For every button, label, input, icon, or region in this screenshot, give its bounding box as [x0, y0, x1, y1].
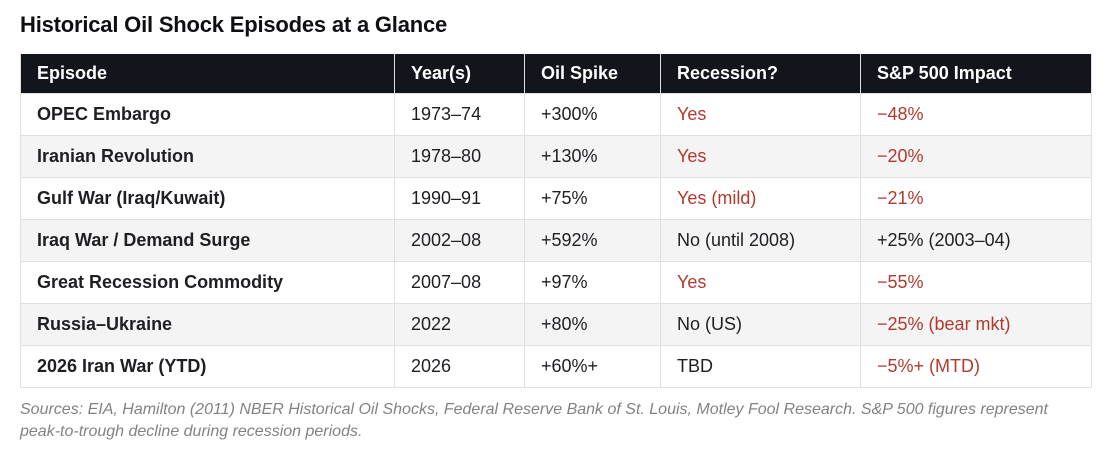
table-cell: +300%: [524, 93, 661, 136]
header-row: Episode Year(s) Oil Spike Recession? S&P…: [20, 54, 1092, 94]
table-cell: Yes: [660, 261, 861, 304]
table-cell: 2022: [394, 303, 525, 346]
table-cell: 2007–08: [394, 261, 525, 304]
column-header-recession: Recession?: [660, 54, 861, 94]
table-cell: +75%: [524, 177, 661, 220]
table-cell: 2026: [394, 345, 525, 388]
column-header-sp500-impact: S&P 500 Impact: [860, 54, 1092, 94]
table-cell: 2002–08: [394, 219, 525, 262]
table-cell: 1978–80: [394, 135, 525, 178]
table-cell: OPEC Embargo: [20, 93, 395, 136]
table-cell: No (US): [660, 303, 861, 346]
table-cell: −48%: [860, 93, 1092, 136]
table-cell: Yes: [660, 93, 861, 136]
table-cell: +97%: [524, 261, 661, 304]
table-cell: +80%: [524, 303, 661, 346]
table-cell: −25% (bear mkt): [860, 303, 1092, 346]
column-header-oil-spike: Oil Spike: [524, 54, 661, 94]
source-note: Sources: EIA, Hamilton (2011) NBER Histo…: [20, 401, 1048, 440]
table-cell: Russia–Ukraine: [20, 303, 395, 346]
table-cell: +60%+: [524, 345, 661, 388]
table-row: Iraq War / Demand Surge 2002–08 +592% No (u…: [20, 219, 1092, 262]
table-row: 2026 Iran War (YTD) 2026 +60%+ TBD −5%+ (MTD…: [20, 345, 1092, 388]
table-cell: Yes (mild): [660, 177, 861, 220]
table-cell: −20%: [860, 135, 1092, 178]
table-row: Russia–Ukraine 2022 +80% No (US) −25% (bear …: [20, 303, 1092, 346]
table-cell: 1990–91: [394, 177, 525, 220]
table-cell: Iraq War / Demand Surge: [20, 219, 395, 262]
table-cell: −55%: [860, 261, 1092, 304]
column-header-years: Year(s): [394, 54, 525, 94]
table-cell: Yes: [660, 135, 861, 178]
table-cell: +130%: [524, 135, 661, 178]
table-cell: −5%+ (MTD): [860, 345, 1092, 388]
table-row: OPEC Embargo 1973–74 +300% Yes −48%: [20, 93, 1092, 136]
table-row: Great Recession Commodity 2007–08 +97% Yes −…: [20, 261, 1092, 304]
table-row: Gulf War (Iraq/Kuwait) 1990–91 +75% Yes (mi…: [20, 177, 1092, 220]
table-cell: Gulf War (Iraq/Kuwait): [20, 177, 395, 220]
table-cell: No (until 2008): [660, 219, 861, 262]
table-figure: Historical Oil Shock Episodes at a Glanc…: [0, 12, 1113, 443]
table-cell: −21%: [860, 177, 1092, 220]
table-row: Iranian Revolution 1978–80 +130% Yes −20%: [20, 135, 1092, 178]
table-cell: TBD: [660, 345, 861, 388]
table-cell: +25% (2003–04): [860, 219, 1092, 262]
table-cell: +592%: [524, 219, 661, 262]
column-header-episode: Episode: [20, 54, 395, 94]
table-cell: 1973–74: [394, 93, 525, 136]
table-body: OPEC Embargo 1973–74 +300% Yes −48% Iranian R…: [20, 93, 1092, 388]
oil-shock-table: Episode Year(s) Oil Spike Recession? S&P…: [20, 54, 1092, 388]
table-cell: Great Recession Commodity: [20, 261, 395, 304]
table-cell: 2026 Iran War (YTD): [20, 345, 395, 388]
table-cell: Iranian Revolution: [20, 135, 395, 178]
page-title: Historical Oil Shock Episodes at a Glanc…: [20, 12, 448, 37]
